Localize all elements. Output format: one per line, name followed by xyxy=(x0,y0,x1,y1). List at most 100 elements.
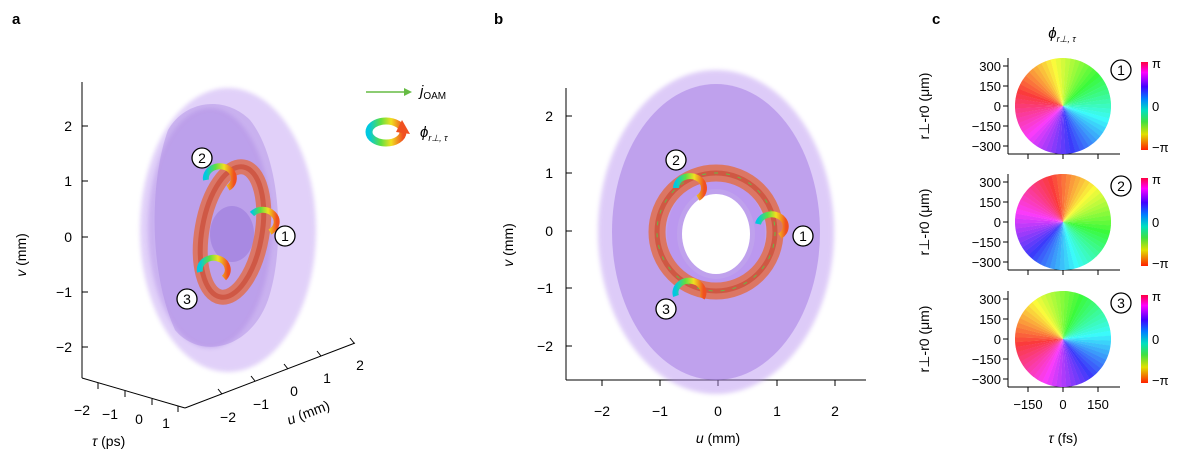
colorbar-tick: −π xyxy=(1152,140,1169,155)
panel-a-v-tick: −1 xyxy=(56,284,72,300)
svg-text:1: 1 xyxy=(799,228,807,244)
panel-a-tau-axis xyxy=(82,378,185,408)
j-oam-arrowhead-icon xyxy=(404,88,412,96)
panel-b-x-tick: 0 xyxy=(714,403,722,419)
panel-a-u-tick: 2 xyxy=(356,357,364,373)
panel-b-letter: b xyxy=(494,11,503,28)
panel-c-y-tick: 0 xyxy=(994,99,1001,114)
panel-b-x-label: u (mm) xyxy=(696,430,740,446)
panel-a-tau-tick: −2 xyxy=(74,402,90,418)
panel-c-y-tick: 150 xyxy=(979,195,1001,210)
panel-c-y-tick: −150 xyxy=(972,119,1001,134)
phase-colorbar xyxy=(1141,295,1148,383)
colorbar-tick: π xyxy=(1152,172,1161,187)
panel-c-marker-2: 2 xyxy=(1111,176,1131,196)
panel-b-y-tick: −1 xyxy=(537,280,553,296)
panel-c-y-label: r⊥-r0 (μm) xyxy=(916,306,932,373)
panel-a-letter: a xyxy=(12,11,21,28)
panel-c-y-tick: 150 xyxy=(979,79,1001,94)
panel-c-y-tick: 300 xyxy=(979,292,1001,307)
svg-text:3: 3 xyxy=(1117,295,1125,311)
panel-b-y-ticks: 2 1 0 −1 −2 xyxy=(537,108,572,354)
panel-c-y-tick: −150 xyxy=(972,352,1001,367)
panel-a-tau-tick: −1 xyxy=(102,406,118,422)
panel-a-v-ticks: 2 1 0 −1 −2 xyxy=(56,118,88,355)
panel-a: a 2 1 0 −1 −2 v (mm) −2 −1 0 xyxy=(12,11,448,449)
panel-a-v-tick: 1 xyxy=(64,173,72,189)
panel-c-title: ϕr⊥, τ xyxy=(1048,25,1076,44)
panel-a-v-tick: −2 xyxy=(56,339,72,355)
panel-a-tau-label: τ (ps) xyxy=(92,433,125,449)
panel-a-marker-1: 1 xyxy=(275,226,295,246)
panel-a-u-tick: 0 xyxy=(290,383,298,399)
panel-c-subplot-2: 300 150 0 −150 −300 r⊥-r0 (μm) 2 π 0 −π xyxy=(916,160,1169,283)
panel-a-v-tick: 0 xyxy=(64,229,72,245)
panel-a-v-tick: 2 xyxy=(64,118,72,134)
panel-c-y-tick: 0 xyxy=(994,215,1001,230)
panel-a-v-label: v (mm) xyxy=(13,233,29,277)
phase-rotation-icon xyxy=(369,120,410,143)
panel-b-y-label: v (mm) xyxy=(500,223,516,267)
panel-a-marker-2: 2 xyxy=(192,148,212,168)
panel-a-u-tick: −1 xyxy=(253,396,269,412)
panel-c-x-tick: −150 xyxy=(1013,397,1042,412)
colorbar-tick: 0 xyxy=(1152,332,1159,347)
panel-b-y-tick: −2 xyxy=(537,338,553,354)
svg-text:1: 1 xyxy=(281,228,289,244)
panel-b-y-tick: 0 xyxy=(545,223,553,239)
panel-c-y-tick: −150 xyxy=(972,235,1001,250)
panel-b-x-tick: −1 xyxy=(652,403,668,419)
panel-b-y-tick: 2 xyxy=(545,108,553,124)
panel-c-y-tick: −300 xyxy=(972,139,1001,154)
panel-c-subplot-3: 300 150 0 −150 −300 r⊥-r0 (μm) 3 π 0 −π −150 0 150 xyxy=(916,283,1169,412)
panel-c-y-tick: 150 xyxy=(979,312,1001,327)
panel-c-x-tick: 150 xyxy=(1087,397,1109,412)
panel-b: b 2 1 0 −1 −2 v (mm) −2 −1 0 1 2 xyxy=(494,11,866,446)
panel-a-legend: jOAM ϕr⊥, τ xyxy=(366,83,448,143)
panel-c-marker-3: 3 xyxy=(1111,293,1131,313)
panel-c-x-label: τ (fs) xyxy=(1048,430,1077,446)
svg-text:3: 3 xyxy=(662,301,670,317)
panel-a-u-tick: −2 xyxy=(220,409,236,425)
panel-c-y-label: r⊥-r0 (μm) xyxy=(916,189,932,256)
phase-colorbar xyxy=(1141,62,1148,150)
panel-a-tau-ticks: −2 −1 0 1 xyxy=(74,383,178,431)
panel-b-marker-3: 3 xyxy=(656,299,676,319)
colorbar-tick: −π xyxy=(1152,373,1169,388)
colorbar-tick: π xyxy=(1152,56,1161,71)
panel-b-y-tick: 1 xyxy=(545,165,553,181)
panel-c-marker-1: 1 xyxy=(1111,60,1131,80)
panel-a-u-tick: 1 xyxy=(323,370,331,386)
panel-a-tau-tick: 1 xyxy=(162,415,170,431)
svg-text:2: 2 xyxy=(672,152,680,168)
svg-text:2: 2 xyxy=(198,150,206,166)
panel-c-letter: c xyxy=(932,11,940,28)
panel-a-u-label: u (mm) xyxy=(285,397,332,428)
panel-c-y-tick: 0 xyxy=(994,332,1001,347)
panel-a-tau-tick: 0 xyxy=(135,411,143,427)
colorbar-tick: −π xyxy=(1152,256,1169,271)
panel-b-marker-1: 1 xyxy=(793,226,813,246)
panel-c-x-tick: 0 xyxy=(1059,397,1066,412)
phase-colorbar xyxy=(1141,178,1148,266)
panel-c-y-tick: −300 xyxy=(972,372,1001,387)
panel-b-x-tick: 2 xyxy=(831,403,839,419)
panel-c-subplot-1: 300 150 0 −150 −300 r⊥-r0 (μm) 1 π 0 −π xyxy=(916,47,1169,165)
panel-b-marker-2: 2 xyxy=(666,150,686,170)
panel-c-y-label: r⊥-r0 (μm) xyxy=(916,73,932,140)
colorbar-tick: 0 xyxy=(1152,215,1159,230)
svg-text:1: 1 xyxy=(1117,62,1125,78)
legend-j-oam: jOAM xyxy=(418,83,446,102)
colorbar-tick: 0 xyxy=(1152,99,1159,114)
panel-c-y-tick: −300 xyxy=(972,255,1001,270)
panel-c-y-tick: 300 xyxy=(979,59,1001,74)
panel-b-x-tick: −2 xyxy=(594,403,610,419)
panel-b-x-tick: 1 xyxy=(773,403,781,419)
panel-c-y-tick: 300 xyxy=(979,175,1001,190)
panel-a-marker-3: 3 xyxy=(177,289,197,309)
colorbar-tick: π xyxy=(1152,289,1161,304)
svg-text:3: 3 xyxy=(183,291,191,307)
legend-phi: ϕr⊥, τ xyxy=(420,124,448,143)
